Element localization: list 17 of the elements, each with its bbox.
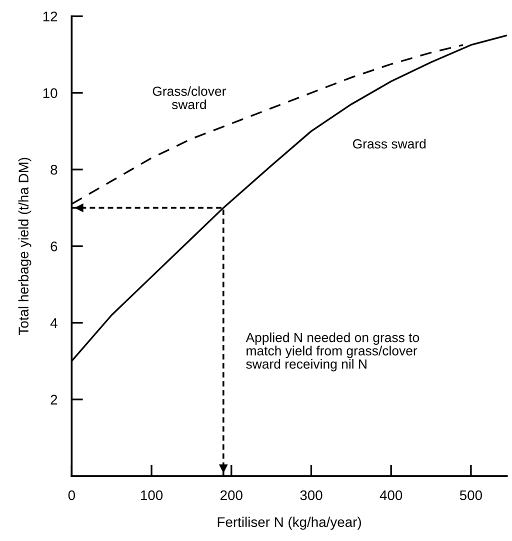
y-tick-label: 2 <box>50 394 58 404</box>
annotation: Grass sward <box>353 138 426 149</box>
annotation: Grass/clover sward <box>152 86 226 110</box>
y-tick-label: 10 <box>43 88 58 98</box>
x-tick-label: 200 <box>220 490 242 500</box>
x-tick-label: 400 <box>380 490 402 500</box>
x-tick-label: 500 <box>460 490 482 500</box>
y-axis-title: Total herbage yield (t/ha DM) <box>18 158 32 335</box>
x-axis-title: Fertiliser N (kg/ha/year) <box>218 516 361 530</box>
annotation: Applied N needed on grass to match yield from grass/clover sward receiving nil N <box>246 332 420 372</box>
y-tick-label: 4 <box>50 318 58 328</box>
x-tick-label: 100 <box>141 490 163 500</box>
x-tick-label: 300 <box>300 490 322 500</box>
y-tick-label: 8 <box>50 164 58 175</box>
y-tick-label: 6 <box>50 241 58 252</box>
x-tick-label: 0 <box>68 490 75 500</box>
y-tick-label: 12 <box>43 12 58 22</box>
